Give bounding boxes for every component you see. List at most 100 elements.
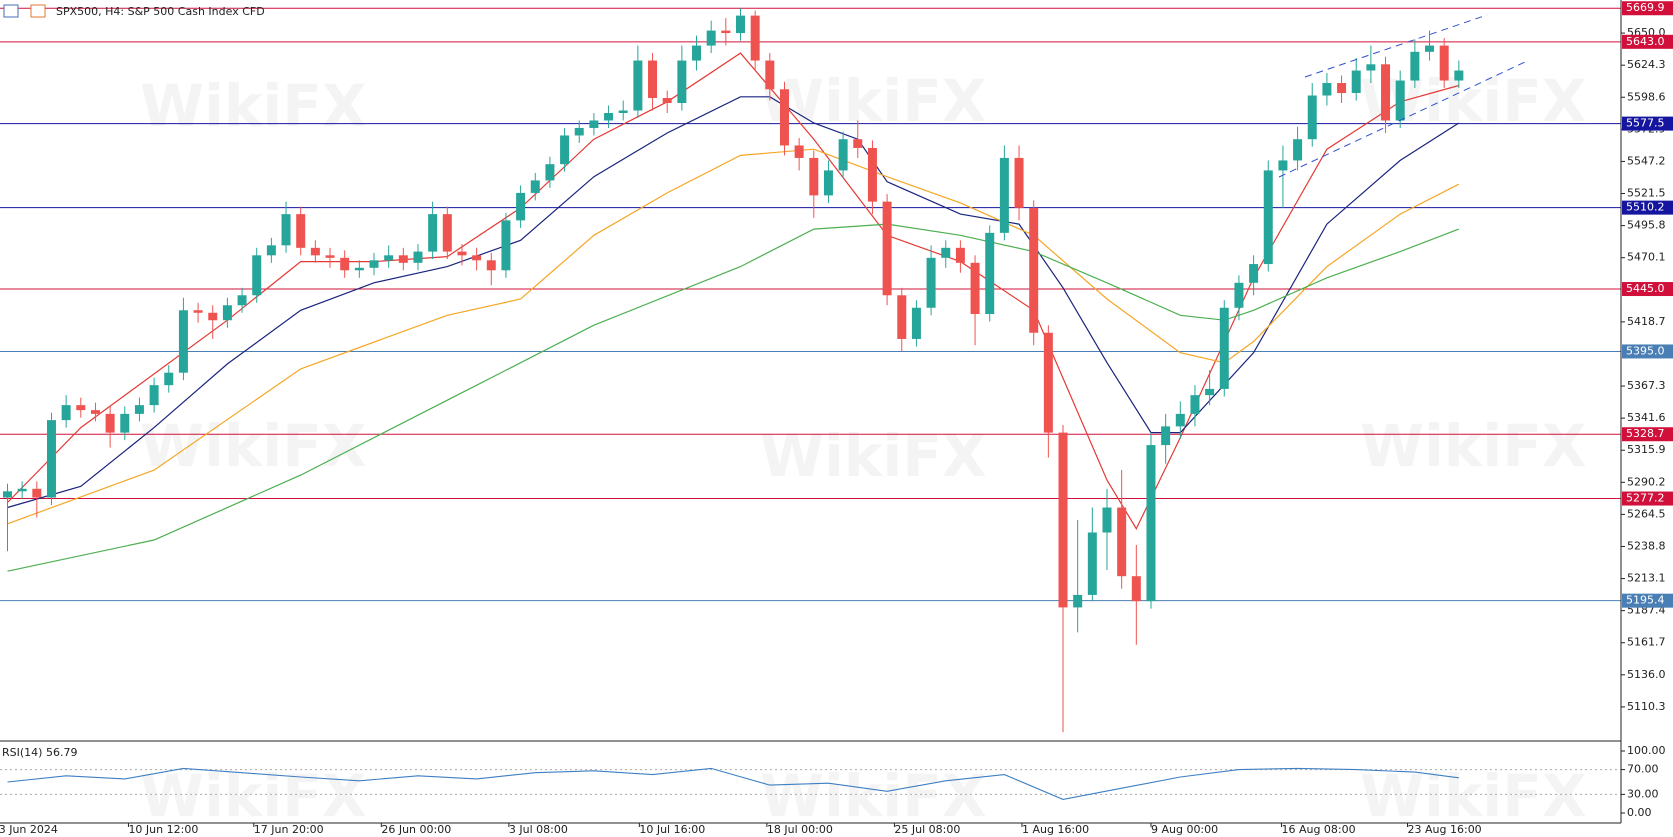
- watermark: WikiFX: [140, 412, 367, 480]
- candle-body: [1205, 388, 1215, 396]
- candle-body: [1278, 160, 1288, 171]
- candle-body: [1161, 426, 1171, 446]
- candle-body: [428, 214, 438, 252]
- candle-body: [472, 255, 482, 261]
- candle-body: [999, 157, 1009, 233]
- icon[interactable]: [30, 4, 46, 18]
- channel-line: [1278, 61, 1526, 178]
- watermark: WikiFX: [140, 762, 367, 830]
- y-tick-label: 5110.3: [1627, 700, 1666, 713]
- candle-body: [677, 60, 687, 104]
- y-tick-label: 5521.5: [1627, 187, 1666, 200]
- candle-body: [765, 60, 775, 90]
- x-tick-label: 1 Aug 16:00: [1022, 823, 1089, 836]
- level-label: 5277.2: [1626, 492, 1665, 505]
- candle-body: [134, 405, 144, 414]
- candle-body: [574, 127, 584, 136]
- candle-body: [604, 112, 614, 121]
- candle-body: [442, 214, 452, 252]
- y-tick-label: 100.00: [1627, 744, 1666, 757]
- plot: [0, 7, 1621, 800]
- candle-body: [457, 251, 467, 256]
- candle-body: [1351, 70, 1361, 94]
- x-tick-label: 23 Aug 16:00: [1408, 823, 1482, 836]
- watermark: WikiFX: [1360, 412, 1587, 480]
- candle-body: [61, 405, 71, 421]
- watermark: WikiFX: [140, 72, 367, 140]
- candle-body: [1043, 332, 1053, 433]
- candle-body: [413, 251, 423, 263]
- level-label: 5395.0: [1626, 344, 1665, 357]
- candle-body: [823, 170, 833, 196]
- x-tick-label: 18 Jul 00:00: [767, 823, 833, 836]
- candle-body: [662, 98, 672, 104]
- candle-body: [1014, 157, 1024, 208]
- x-tick-label: 17 Jun 20:00: [254, 823, 324, 836]
- candle-body: [516, 192, 526, 221]
- rsi-line: [7, 767, 1459, 800]
- candle-body: [897, 295, 907, 339]
- y-tick-label: 30.00: [1627, 787, 1659, 800]
- candle-body: [120, 413, 130, 433]
- candle-body: [545, 164, 555, 181]
- y-tick-label: 5418.7: [1627, 315, 1666, 328]
- candle-body: [1395, 80, 1405, 121]
- y-tick-label: 5213.1: [1627, 572, 1666, 585]
- candle-body: [149, 385, 159, 406]
- candle-body: [721, 30, 731, 34]
- y-tick-label: 5598.6: [1627, 90, 1666, 103]
- moving-average: [7, 148, 1460, 525]
- candle-body: [1058, 432, 1068, 608]
- candle-body: [926, 257, 936, 308]
- candle-body: [178, 310, 188, 373]
- candle-body: [970, 262, 980, 315]
- candle-body: [354, 267, 364, 271]
- candle-body: [3, 491, 12, 498]
- level-label: 5328.7: [1626, 427, 1665, 440]
- candle-body: [1117, 507, 1127, 577]
- candle-body: [750, 15, 760, 61]
- candle-body: [1102, 507, 1112, 533]
- y-tick-label: 5624.3: [1627, 58, 1666, 71]
- candle-body: [1322, 83, 1332, 96]
- watermark: WikiFX: [760, 762, 987, 830]
- candle-body: [325, 255, 335, 258]
- candle-body: [1337, 83, 1347, 94]
- x-tick-label: 3 Jun 2024: [0, 823, 58, 836]
- watermark: WikiFX: [1360, 67, 1587, 135]
- candle-body: [1146, 445, 1156, 602]
- candle-body: [1307, 95, 1317, 140]
- candle-body: [1410, 51, 1420, 81]
- rsi-title: RSI(14) 56.79: [2, 746, 77, 759]
- candle-body: [193, 310, 203, 313]
- candle-body: [296, 214, 306, 248]
- y-tick-label: 5290.2: [1627, 475, 1666, 488]
- candle-body: [340, 257, 350, 271]
- channel-line: [1304, 14, 1488, 78]
- level-tag: [1622, 344, 1673, 359]
- candle-body: [692, 45, 702, 61]
- x-tick-label: 16 Aug 08:00: [1281, 823, 1355, 836]
- candle-body: [501, 220, 511, 271]
- moving-average: [7, 52, 1459, 530]
- y-tick-label: 5161.7: [1627, 636, 1666, 649]
- watermark: WikiFX: [1360, 762, 1587, 830]
- x-tick-label: 25 Jul 08:00: [894, 823, 960, 836]
- candle-body: [853, 139, 863, 148]
- candle-body: [105, 413, 115, 433]
- y-tick-label: 5341.6: [1627, 411, 1666, 424]
- candle-body: [1439, 45, 1449, 81]
- candle-body: [911, 307, 921, 339]
- level-label: 5643.0: [1626, 35, 1665, 48]
- level-label: 5577.5: [1626, 117, 1665, 130]
- y-tick-label: 5367.3: [1627, 379, 1666, 392]
- y-tick-label: 5315.9: [1627, 443, 1666, 456]
- y-tick-label: 70.00: [1627, 763, 1659, 776]
- icon[interactable]: [3, 4, 19, 18]
- candle-body: [1293, 139, 1303, 161]
- level-label: 5510.2: [1626, 201, 1665, 214]
- candle-body: [1131, 576, 1141, 602]
- candle-body: [384, 255, 394, 261]
- candle-body: [589, 120, 599, 128]
